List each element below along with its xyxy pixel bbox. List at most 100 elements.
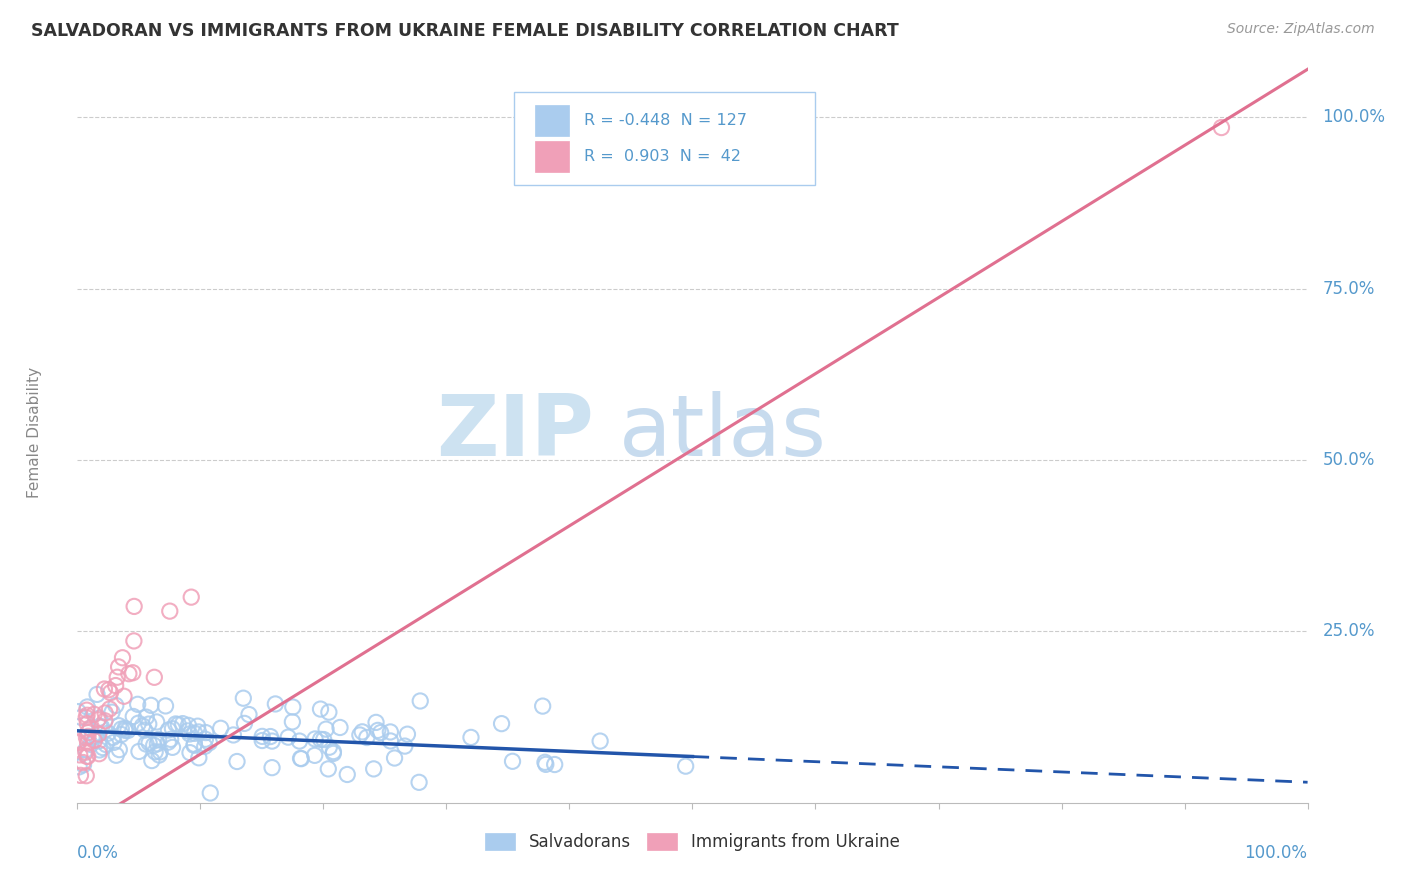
Point (131, 719, 153, 733)
Point (589, 734, 612, 748)
Point (322, 747, 344, 761)
Point (103, 735, 125, 749)
Point (232, 691, 254, 706)
Point (72, 756, 94, 770)
Point (149, 745, 172, 759)
Point (75, 745, 97, 759)
Point (143, 745, 166, 759)
Point (146, 737, 169, 751)
Point (80, 738, 103, 752)
Point (165, 717, 187, 731)
Point (80, 730, 103, 744)
Text: 50.0%: 50.0% (1323, 451, 1375, 469)
Text: 100.0%: 100.0% (1323, 108, 1385, 127)
Point (394, 739, 416, 753)
Point (315, 722, 337, 736)
Point (318, 740, 340, 755)
Point (89, 743, 111, 757)
Point (531, 699, 554, 714)
Point (141, 754, 163, 768)
Point (259, 730, 281, 744)
Point (70, 710, 93, 724)
Point (145, 714, 167, 729)
Point (409, 694, 432, 708)
Text: ZIP: ZIP (436, 391, 595, 475)
Point (105, 748, 128, 763)
Point (194, 725, 217, 739)
Point (69, 747, 91, 762)
Point (94, 738, 117, 752)
Point (98, 702, 121, 716)
Point (290, 752, 312, 766)
Point (183, 739, 205, 753)
Point (76, 749, 98, 764)
Point (179, 746, 201, 760)
Point (675, 759, 697, 773)
Point (67, 705, 90, 719)
Point (318, 705, 340, 719)
Point (110, 722, 132, 736)
Point (356, 731, 378, 745)
Point (87, 727, 110, 741)
Point (76, 708, 98, 723)
Point (194, 739, 217, 754)
Point (67, 760, 90, 774)
Point (200, 786, 222, 800)
Point (143, 670, 166, 684)
Point (309, 732, 332, 747)
Point (502, 754, 524, 768)
Point (108, 742, 131, 756)
Text: R =  0.903  N =  42: R = 0.903 N = 42 (585, 149, 741, 164)
Point (148, 747, 170, 762)
Point (127, 716, 149, 731)
Point (69, 768, 91, 782)
Point (105, 670, 128, 684)
Point (460, 731, 482, 745)
Point (76, 716, 98, 731)
Point (183, 737, 205, 751)
Point (87, 713, 110, 727)
Point (252, 730, 274, 744)
Point (118, 666, 141, 681)
Point (179, 727, 201, 741)
Point (198, 736, 221, 750)
Point (77, 725, 100, 739)
Point (104, 698, 127, 713)
Point (75, 769, 97, 783)
Point (159, 732, 181, 747)
Text: Female Disability: Female Disability (27, 367, 42, 499)
Point (90, 720, 112, 734)
Point (76, 703, 98, 717)
Point (408, 775, 430, 789)
Point (534, 756, 557, 770)
Point (180, 590, 202, 604)
Legend: Salvadorans, Immigrants from Ukraine: Salvadorans, Immigrants from Ukraine (478, 826, 907, 857)
Point (112, 690, 135, 704)
Point (1211, 120, 1233, 135)
Point (226, 755, 249, 769)
Point (127, 698, 149, 712)
Point (110, 727, 132, 741)
Point (101, 731, 124, 745)
Point (534, 757, 557, 772)
Point (262, 734, 284, 748)
Point (336, 767, 359, 781)
Point (97, 682, 120, 697)
Point (233, 716, 256, 731)
Point (194, 732, 217, 747)
FancyBboxPatch shape (515, 92, 815, 185)
Point (83, 707, 105, 722)
Point (312, 732, 335, 747)
Point (363, 762, 385, 776)
Point (67, 736, 90, 750)
Point (135, 710, 157, 724)
Point (183, 726, 205, 740)
Point (139, 698, 162, 713)
Point (135, 737, 157, 751)
Point (281, 700, 304, 714)
Point (104, 679, 127, 693)
Point (281, 714, 304, 729)
Point (97, 726, 120, 740)
Point (114, 723, 136, 738)
Point (84, 729, 107, 743)
